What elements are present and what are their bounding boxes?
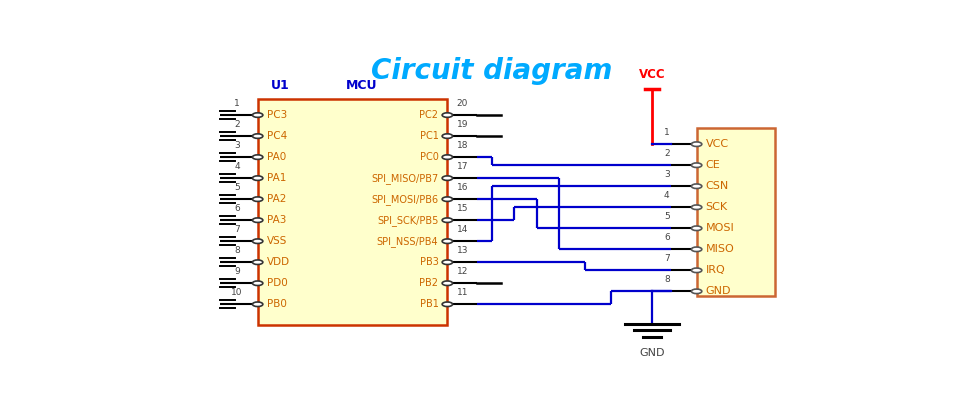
Bar xyxy=(257,99,447,325)
Text: 14: 14 xyxy=(457,225,468,234)
Text: 8: 8 xyxy=(234,246,240,255)
Circle shape xyxy=(443,113,452,117)
Text: 7: 7 xyxy=(234,225,240,234)
Text: SPI_MISO/PB7: SPI_MISO/PB7 xyxy=(372,173,439,184)
Text: MOSI: MOSI xyxy=(706,223,734,233)
Bar xyxy=(697,128,775,296)
Text: VSS: VSS xyxy=(267,236,288,246)
Text: CE: CE xyxy=(706,160,720,170)
Circle shape xyxy=(443,239,452,244)
Circle shape xyxy=(691,142,702,147)
Text: SPI_SCK/PB5: SPI_SCK/PB5 xyxy=(377,215,439,226)
Text: PC2: PC2 xyxy=(420,110,439,120)
Text: SPI_NSS/PB4: SPI_NSS/PB4 xyxy=(377,236,439,247)
Circle shape xyxy=(691,184,702,189)
Circle shape xyxy=(443,302,452,307)
Circle shape xyxy=(252,134,263,138)
Circle shape xyxy=(252,302,263,307)
Text: VDD: VDD xyxy=(267,257,291,267)
Text: PB1: PB1 xyxy=(420,299,439,309)
Text: 5: 5 xyxy=(234,183,240,192)
Text: 13: 13 xyxy=(457,246,468,255)
Circle shape xyxy=(252,239,263,244)
Circle shape xyxy=(691,247,702,252)
Circle shape xyxy=(252,113,263,117)
Circle shape xyxy=(691,226,702,231)
Circle shape xyxy=(443,197,452,202)
Text: 1: 1 xyxy=(234,99,240,108)
Text: MCU: MCU xyxy=(346,79,377,92)
Text: 2: 2 xyxy=(234,120,240,129)
Circle shape xyxy=(691,163,702,168)
Text: GND: GND xyxy=(639,348,664,358)
Text: 12: 12 xyxy=(457,267,468,276)
Text: Circuit diagram: Circuit diagram xyxy=(372,58,612,85)
Text: PC1: PC1 xyxy=(420,131,439,141)
Text: PB3: PB3 xyxy=(420,257,439,267)
Text: PA1: PA1 xyxy=(267,173,287,183)
Text: PA0: PA0 xyxy=(267,152,287,162)
Text: PA2: PA2 xyxy=(267,194,287,204)
Circle shape xyxy=(252,176,263,181)
Text: 19: 19 xyxy=(457,120,468,129)
Circle shape xyxy=(443,260,452,265)
Text: 3: 3 xyxy=(664,170,670,179)
Circle shape xyxy=(252,155,263,159)
Text: PC4: PC4 xyxy=(267,131,288,141)
Text: VCC: VCC xyxy=(638,68,665,81)
Text: 3: 3 xyxy=(234,141,240,150)
Circle shape xyxy=(443,281,452,286)
Circle shape xyxy=(443,155,452,159)
Circle shape xyxy=(443,134,452,138)
Text: PA3: PA3 xyxy=(267,215,287,225)
Text: 6: 6 xyxy=(234,204,240,213)
Text: IRQ: IRQ xyxy=(706,265,725,276)
Text: CSN: CSN xyxy=(706,181,729,191)
Text: 16: 16 xyxy=(457,183,468,192)
Circle shape xyxy=(691,268,702,273)
Circle shape xyxy=(252,260,263,265)
Text: PB0: PB0 xyxy=(267,299,287,309)
Circle shape xyxy=(252,218,263,223)
Text: 11: 11 xyxy=(457,288,468,297)
Circle shape xyxy=(252,281,263,286)
Circle shape xyxy=(691,205,702,210)
Text: 18: 18 xyxy=(457,141,468,150)
Text: VCC: VCC xyxy=(706,139,729,149)
Text: 5: 5 xyxy=(664,212,670,221)
Circle shape xyxy=(252,197,263,202)
Text: 9: 9 xyxy=(234,267,240,276)
Text: PC0: PC0 xyxy=(420,152,439,162)
Text: 10: 10 xyxy=(231,288,243,297)
Text: 1: 1 xyxy=(664,128,670,137)
Text: 17: 17 xyxy=(457,162,468,171)
Text: 2: 2 xyxy=(664,149,670,158)
Circle shape xyxy=(691,289,702,294)
Circle shape xyxy=(443,218,452,223)
Text: SCK: SCK xyxy=(706,202,728,212)
Circle shape xyxy=(443,176,452,181)
Text: GND: GND xyxy=(706,286,731,297)
Text: PD0: PD0 xyxy=(267,278,288,288)
Text: PC3: PC3 xyxy=(267,110,288,120)
Text: 4: 4 xyxy=(664,191,670,200)
Text: 15: 15 xyxy=(457,204,468,213)
Text: 6: 6 xyxy=(664,233,670,242)
Text: U1: U1 xyxy=(271,79,289,92)
Text: PB2: PB2 xyxy=(420,278,439,288)
Text: MISO: MISO xyxy=(706,244,734,254)
Text: SPI_MOSI/PB6: SPI_MOSI/PB6 xyxy=(372,194,439,205)
Text: 4: 4 xyxy=(234,162,240,171)
Text: 8: 8 xyxy=(664,275,670,284)
Text: 20: 20 xyxy=(457,99,468,108)
Text: 7: 7 xyxy=(664,254,670,263)
